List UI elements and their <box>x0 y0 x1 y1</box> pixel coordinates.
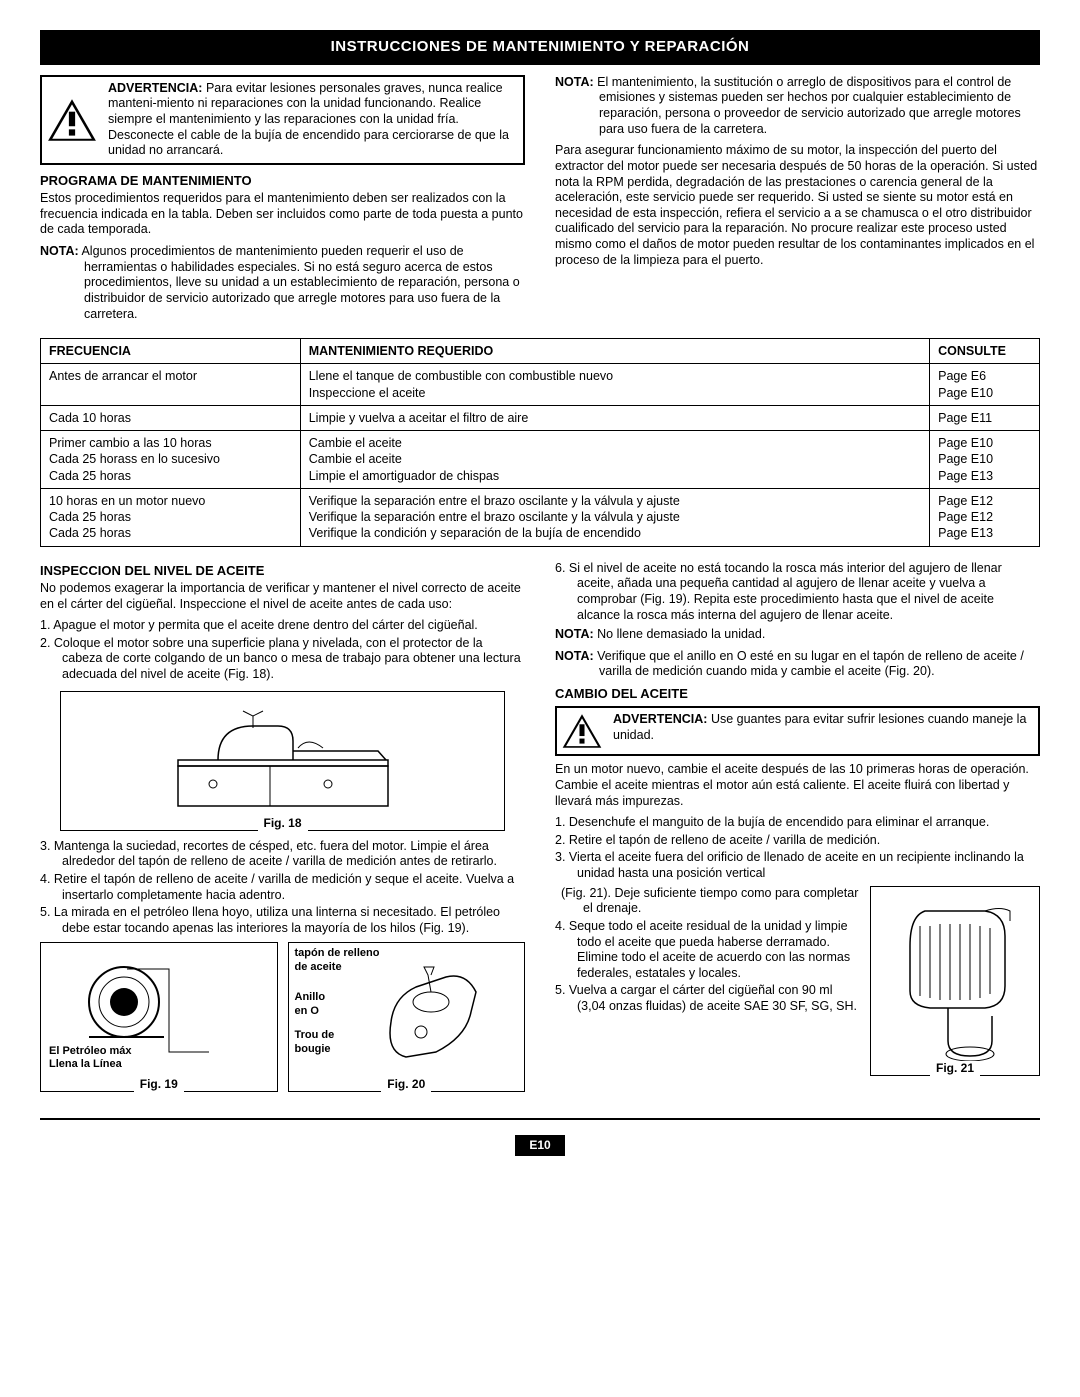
programa-head: PROGRAMA DE MANTENIMIENTO <box>40 173 525 189</box>
left-col-bot: INSPECCION DEL NIVEL DE ACEITE No podemo… <box>40 557 525 1099</box>
th-frecuencia: FRECUENCIA <box>41 339 301 364</box>
cstep-3b: (Fig. 21). Deje suficiente tiempo como p… <box>555 886 862 917</box>
warn2-bold: ADVERTENCIA: <box>613 712 707 726</box>
table-row: Cada 10 horasLimpie y vuelva a aceitar e… <box>41 405 1040 430</box>
fig-18: Fig. 18 <box>60 691 505 831</box>
page-number: E10 <box>515 1135 565 1156</box>
td-c: Page E6Page E10 <box>930 364 1040 406</box>
nota-text: Algunos procedimientos de mantenimiento … <box>81 244 519 321</box>
rnota-label: NOTA: <box>555 75 594 89</box>
td-f: Primer cambio a las 10 horasCada 25 hora… <box>41 431 301 489</box>
trimmer-diagram-icon <box>158 706 408 816</box>
td-c: Page E10Page E10Page E13 <box>930 431 1040 489</box>
fig21-label: Fig. 21 <box>930 1061 980 1076</box>
warning-text-2: ADVERTENCIA: Use guantes para evitar suf… <box>607 708 1038 747</box>
fig20-label: Fig. 20 <box>381 1077 431 1092</box>
drain-oil-diagram-icon <box>880 896 1030 1066</box>
warning-text-1: ADVERTENCIA: Para evitar lesiones person… <box>102 77 523 163</box>
fig19-label: Fig. 19 <box>134 1077 184 1092</box>
th-consulte: CONSULTE <box>930 339 1040 364</box>
table-row: Primer cambio a las 10 horasCada 25 hora… <box>41 431 1040 489</box>
cstep-2: 2. Retire el tapón de relleno de aceite … <box>555 833 1040 849</box>
td-f: Cada 10 horas <box>41 405 301 430</box>
step-5: 5. La mirada en el petróleo llena hoyo, … <box>40 905 525 936</box>
step-2: 2. Coloque el motor sobre una superficie… <box>40 636 525 683</box>
fig19-l2: Llena la Línea <box>49 1058 122 1070</box>
nota-r1: NOTA: No llene demasiado la unidad. <box>555 627 1040 643</box>
fig-19: El Petróleo máx Llena la Línea Fig. 19 <box>40 942 278 1092</box>
fig-21: Fig. 21 <box>870 886 1040 1076</box>
cstep-5: 5. Vuelva a cargar el cárter del cigüeña… <box>555 983 862 1014</box>
right-col-bot: 6. Si el nivel de aceite no está tocando… <box>555 557 1040 1099</box>
warning-icon <box>557 708 607 754</box>
cambio-steps: 1. Desenchufe el manguito de la bujía de… <box>555 815 1040 882</box>
left-col-top: ADVERTENCIA: Para evitar lesiones person… <box>40 75 525 328</box>
nota-label: NOTA: <box>40 244 79 258</box>
table-row: Antes de arrancar el motorLlene el tanqu… <box>41 364 1040 406</box>
nota-r2: NOTA: Verifique que el anillo en O esté … <box>555 649 1040 680</box>
cstep-4: 4. Seque todo el aceite residual de la u… <box>555 919 862 982</box>
td-f: Antes de arrancar el motor <box>41 364 301 406</box>
step-6: 6. Si el nivel de aceite no está tocando… <box>555 561 1040 624</box>
programa-nota: NOTA: Algunos procedimientos de mantenim… <box>40 244 525 322</box>
cambio-head: CAMBIO DEL ACEITE <box>555 686 1040 702</box>
fig20-l1: tapón de rellenode aceite <box>295 947 380 973</box>
cstep-3a: 3. Vierta el aceite fuera del orificio d… <box>555 850 1040 881</box>
table-header-row: FRECUENCIA MANTENIMIENTO REQUERIDO CONSU… <box>41 339 1040 364</box>
warn1-bold: ADVERTENCIA: <box>108 81 202 95</box>
th-mantenimiento: MANTENIMIENTO REQUERIDO <box>300 339 929 364</box>
oil-cap-diagram-icon <box>316 957 496 1077</box>
maintenance-table: FRECUENCIA MANTENIMIENTO REQUERIDO CONSU… <box>40 338 1040 547</box>
td-c: Page E12Page E12Page E13 <box>930 488 1040 546</box>
td-c: Page E11 <box>930 405 1040 430</box>
banner-title: INSTRUCCIONES DE MANTENIMIENTO Y REPARAC… <box>40 30 1040 65</box>
inspeccion-intro: No podemos exagerar la importancia de ve… <box>40 581 525 612</box>
cambio-p: En un motor nuevo, cambie el aceite desp… <box>555 762 1040 809</box>
warning-box-1: ADVERTENCIA: Para evitar lesiones person… <box>40 75 525 165</box>
warning-box-2: ADVERTENCIA: Use guantes para evitar suf… <box>555 706 1040 756</box>
rnota-text: El mantenimiento, la sustitución o arreg… <box>597 75 1021 136</box>
fig20-l2: Anilloen O <box>295 991 326 1017</box>
fig20-l3: Trou debougie <box>295 1029 335 1055</box>
td-m: Llene el tanque de combustible con combu… <box>300 364 929 406</box>
bottom-columns: INSPECCION DEL NIVEL DE ACEITE No podemo… <box>40 557 1040 1099</box>
step-1: 1. Apague el motor y permita que el acei… <box>40 618 525 634</box>
steps-left: 1. Apague el motor y permita que el acei… <box>40 618 525 683</box>
td-m: Limpie y vuelva a aceitar el filtro de a… <box>300 405 929 430</box>
programa-p1: Estos procedimientos requeridos para el … <box>40 191 525 238</box>
cambio-steps-2: (Fig. 21). Deje suficiente tiempo como p… <box>555 886 862 1017</box>
right-p2: Para asegurar funcionamiento máximo de s… <box>555 143 1040 268</box>
fig19-l1: El Petróleo máx <box>49 1045 132 1057</box>
td-m: Verifique la separación entre el brazo o… <box>300 488 929 546</box>
fig-20: tapón de rellenode aceite Anilloen O Tro… <box>288 942 526 1092</box>
step-3: 3. Mantenga la suciedad, recortes de cés… <box>40 839 525 870</box>
td-f: 10 horas en un motor nuevoCada 25 horasC… <box>41 488 301 546</box>
steps-left-2: 3. Mantenga la suciedad, recortes de cés… <box>40 839 525 937</box>
footer-rule <box>40 1118 1040 1120</box>
top-columns: ADVERTENCIA: Para evitar lesiones person… <box>40 75 1040 328</box>
inspeccion-head: INSPECCION DEL NIVEL DE ACEITE <box>40 563 525 579</box>
warning-icon <box>42 77 102 163</box>
step-4: 4. Retire el tapón de relleno de aceite … <box>40 872 525 903</box>
fig-row-19-20: El Petróleo máx Llena la Línea Fig. 19 t… <box>40 942 525 1092</box>
fig18-label: Fig. 18 <box>257 816 307 831</box>
right-col-top: NOTA: El mantenimiento, la sustitución o… <box>555 75 1040 328</box>
table-row: 10 horas en un motor nuevoCada 25 horasC… <box>41 488 1040 546</box>
steps-right: 6. Si el nivel de aceite no está tocando… <box>555 561 1040 624</box>
td-m: Cambie el aceiteCambie el aceiteLimpie e… <box>300 431 929 489</box>
cstep-1: 1. Desenchufe el manguito de la bujía de… <box>555 815 1040 831</box>
right-nota: NOTA: El mantenimiento, la sustitución o… <box>555 75 1040 138</box>
